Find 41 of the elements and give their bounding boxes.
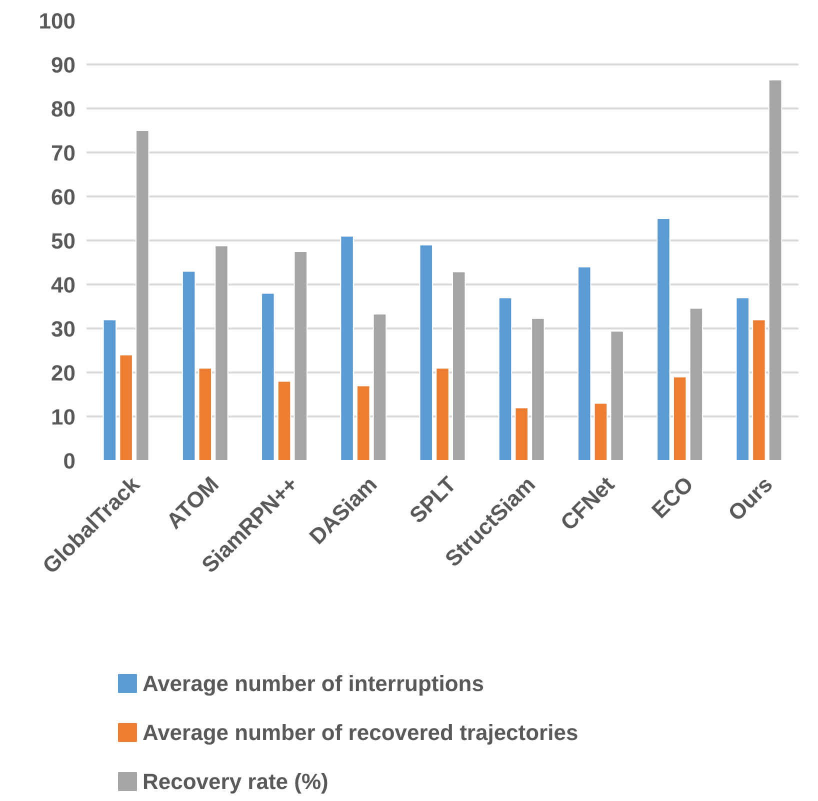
- bar: [610, 330, 624, 460]
- y-tick-label: 70: [51, 140, 76, 166]
- bar: [531, 318, 545, 460]
- y-tick-label: 100: [38, 8, 76, 34]
- bar: [514, 407, 528, 460]
- bar: [261, 292, 275, 460]
- legend-label: Average number of recovered trajectories: [142, 720, 578, 745]
- y-tick-label: 30: [51, 316, 76, 342]
- bar: [102, 319, 117, 460]
- bar: [372, 313, 387, 460]
- bar: [736, 297, 750, 460]
- legend-label: Average number of interruptions: [142, 671, 484, 696]
- bar: [294, 251, 308, 460]
- bar: [752, 319, 766, 460]
- y-tick-label: 20: [51, 360, 76, 386]
- bar: [340, 236, 354, 460]
- bar: [768, 79, 782, 460]
- bar: [498, 297, 512, 460]
- bar: [656, 218, 670, 460]
- bar: [182, 270, 196, 460]
- bar: [277, 380, 292, 460]
- bar: [119, 354, 133, 460]
- y-tick-label: 80: [51, 96, 76, 122]
- legend-label: Recovery rate (%): [142, 769, 328, 794]
- bar: [136, 130, 150, 460]
- bar: [672, 376, 687, 460]
- bar: [356, 385, 370, 460]
- bar: [689, 308, 704, 460]
- bar: [436, 368, 450, 460]
- bar: [419, 244, 434, 460]
- y-tick-label: 10: [51, 404, 76, 430]
- y-tick-label: 50: [51, 228, 76, 254]
- bar: [198, 368, 212, 460]
- y-tick-label: 90: [51, 52, 76, 78]
- bar: [452, 271, 466, 460]
- bar: [214, 245, 228, 460]
- y-tick-label: 60: [51, 184, 76, 210]
- y-tick-label: 0: [63, 448, 76, 474]
- bar: [577, 266, 592, 460]
- bar: [594, 402, 608, 460]
- y-tick-label: 40: [51, 272, 76, 298]
